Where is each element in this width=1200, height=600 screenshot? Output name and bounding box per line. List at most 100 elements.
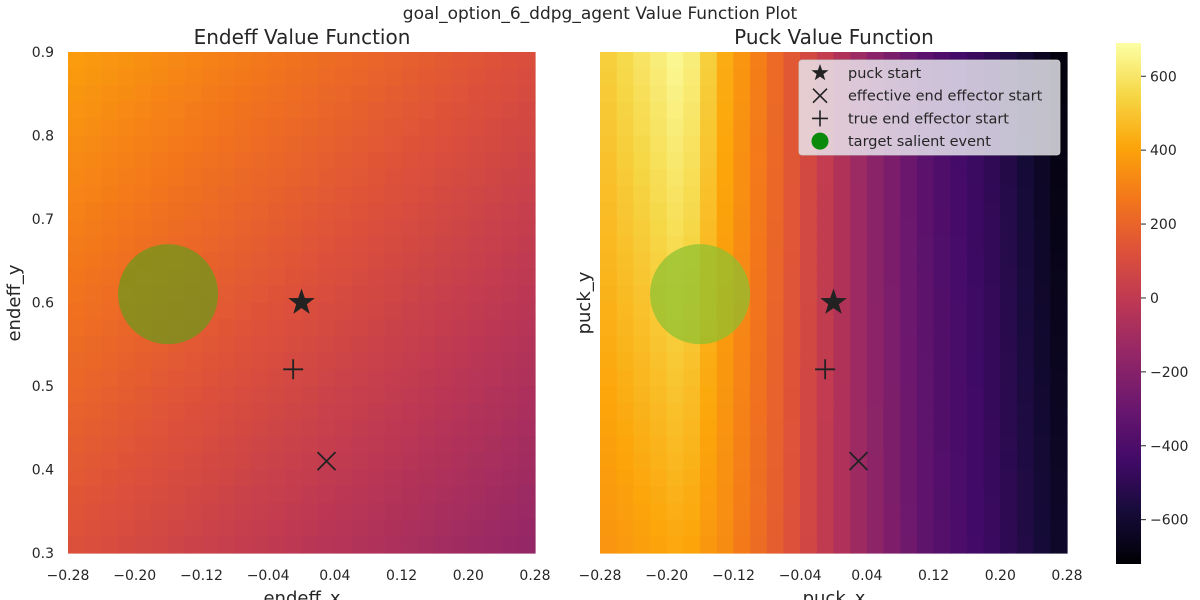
heatmap-cell: [833, 235, 851, 253]
heatmap-cell: [766, 135, 785, 153]
heatmap-cell: [933, 302, 951, 320]
heatmap-cell: [418, 285, 436, 304]
puck-start-marker: [288, 288, 315, 314]
heatmap-cell: [983, 369, 1001, 387]
heatmap-cell: [251, 219, 269, 237]
heatmap-cell: [666, 452, 684, 471]
heatmap-cell: [451, 252, 469, 270]
heatmap-cell: [716, 152, 735, 170]
heatmap-cell: [733, 52, 751, 70]
heatmap-cell: [833, 152, 851, 170]
heatmap-cell: [1050, 519, 1068, 537]
heatmap-cell: [218, 219, 236, 237]
heatmap-cell: [766, 502, 785, 521]
heatmap-cell: [933, 168, 951, 187]
heatmap-cell: [418, 102, 436, 120]
heatmap-cell: [201, 452, 219, 471]
heatmap-cell: [716, 202, 735, 220]
heatmap-cell: [268, 68, 286, 86]
y-tick-label: 0.3: [32, 546, 54, 562]
heatmap-cell: [916, 436, 935, 454]
heatmap-cell: [218, 135, 236, 153]
heatmap-cell: [68, 335, 86, 354]
heatmap-cell: [101, 402, 119, 420]
heatmap-cell: [218, 536, 236, 554]
heatmap-cell: [1050, 152, 1068, 170]
heatmap-cell: [850, 369, 868, 387]
heatmap-cell: [434, 452, 453, 471]
heatmap-cell: [950, 502, 968, 521]
heatmap-cell: [633, 52, 651, 70]
heatmap-cell: [451, 202, 469, 220]
heatmap-cell: [950, 252, 968, 270]
heatmap-cell: [251, 235, 269, 253]
heatmap-cell: [401, 118, 419, 137]
heatmap-cell: [766, 302, 785, 320]
heatmap-cell: [334, 202, 353, 220]
heatmap-cell: [484, 168, 503, 187]
heatmap-cell: [1050, 252, 1068, 270]
heatmap-cell: [633, 118, 651, 137]
heatmap-cell: [1000, 235, 1018, 253]
heatmap-cell: [666, 335, 684, 354]
heatmap-cell: [916, 219, 935, 237]
heatmap-cell: [616, 402, 634, 420]
heatmap-cell: [118, 386, 136, 404]
heatmap-cell: [950, 536, 968, 554]
heatmap-cell: [766, 85, 785, 103]
heatmap-cell: [484, 452, 503, 471]
x-tick-label: −0.28: [579, 568, 622, 584]
heatmap-cell: [118, 202, 136, 220]
heatmap-cell: [683, 386, 701, 404]
heatmap-cell: [151, 519, 169, 537]
heatmap-cell: [384, 219, 403, 237]
heatmap-cell: [900, 486, 918, 504]
heatmap-cell: [766, 536, 785, 554]
heatmap-cell: [666, 369, 684, 387]
heatmap-cell: [983, 168, 1001, 187]
heatmap-cell: [384, 419, 403, 437]
heatmap-cell: [468, 452, 486, 471]
heatmap-cell: [484, 519, 503, 537]
heatmap-cell: [766, 219, 785, 237]
heatmap-cell: [468, 536, 486, 554]
heatmap-cell: [950, 452, 968, 471]
heatmap-cell: [501, 436, 519, 454]
heatmap-cell: [334, 335, 353, 354]
heatmap-cell: [151, 469, 169, 487]
heatmap-cell: [916, 536, 935, 554]
heatmap-cell: [916, 185, 935, 203]
heatmap-cell: [1016, 502, 1035, 521]
heatmap-cell: [251, 469, 269, 487]
heatmap-cell: [434, 68, 453, 86]
heatmap-cell: [318, 486, 336, 504]
heatmap-cell: [118, 519, 136, 537]
heatmap-cell: [966, 469, 985, 487]
heatmap-cell: [683, 85, 701, 103]
heatmap-cell: [700, 219, 718, 237]
heatmap-cell: [933, 152, 951, 170]
heatmap-cell: [950, 386, 968, 404]
heatmap-cell: [850, 152, 868, 170]
heatmap-cell: [484, 386, 503, 404]
heatmap-cell: [966, 302, 985, 320]
heatmap-cell: [484, 486, 503, 504]
heatmap-cell: [900, 219, 918, 237]
heatmap-cell: [334, 436, 353, 454]
heatmap-cell: [1000, 285, 1018, 304]
heatmap-cell: [251, 102, 269, 120]
heatmap-cell: [451, 68, 469, 86]
heatmap-cell: [518, 202, 536, 220]
heatmap-cell: [950, 419, 968, 437]
heatmap-cell: [251, 302, 269, 320]
heatmap-cell: [750, 335, 768, 354]
heatmap-cell: [800, 469, 818, 487]
heatmap-cell: [783, 452, 801, 471]
heatmap-cell: [733, 185, 751, 203]
heatmap-cell: [201, 202, 219, 220]
heatmap-cell: [501, 536, 519, 554]
heatmap-cell: [1000, 269, 1018, 287]
heatmap-cell: [766, 386, 785, 404]
heatmap-cell: [650, 486, 668, 504]
heatmap-cell: [783, 235, 801, 253]
